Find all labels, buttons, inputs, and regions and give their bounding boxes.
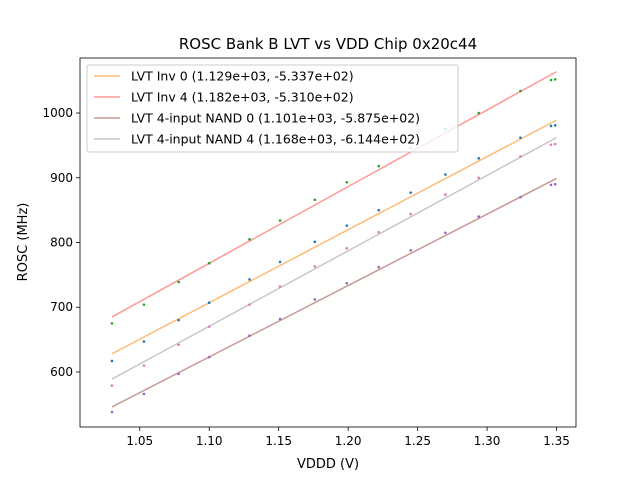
data-point-2-5: [278, 285, 282, 288]
data-point-1-13: [549, 78, 553, 82]
y-axis-label: ROSC (MHz): [16, 203, 31, 282]
data-point-3-7: [345, 281, 349, 285]
data-point-1-7: [345, 180, 349, 184]
legend-box: [86, 64, 459, 153]
data-point-0-0: [110, 359, 114, 363]
data-point-1-3: [207, 261, 211, 265]
data-point-1-14: [553, 78, 557, 81]
data-point-2-6: [313, 265, 317, 268]
x-tick-label-1: 1.10: [196, 434, 223, 448]
data-point-0-7: [345, 224, 349, 227]
data-point-2-7: [345, 247, 349, 250]
data-point-0-4: [248, 278, 251, 281]
fit-line-0: [111, 119, 557, 355]
data-point-2-13: [549, 143, 553, 147]
fit-line-2: [111, 177, 557, 408]
data-point-3-13: [549, 183, 553, 187]
data-point-2-12: [519, 155, 522, 158]
data-point-2-1: [142, 364, 146, 367]
data-point-1-4: [248, 237, 251, 241]
data-point-1-1: [142, 303, 146, 306]
data-point-0-14: [553, 124, 557, 127]
data-point-3-14: [553, 182, 557, 186]
data-point-3-3: [207, 355, 211, 359]
y-tick-label-2: 800: [50, 236, 73, 250]
y-axis: 600 700 800 900 1000: [42, 106, 80, 379]
legend-entry-0: LVT Inv 0 (1.129e+03, -5.337e+02): [131, 69, 354, 84]
data-point-2-11: [477, 176, 481, 180]
data-point-2-9: [409, 212, 412, 216]
data-point-0-1: [142, 340, 146, 343]
x-tick-label-5: 1.30: [474, 434, 501, 448]
data-point-0-6: [313, 240, 317, 244]
data-point-1-12: [519, 89, 522, 93]
data-point-0-11: [477, 157, 481, 160]
data-points: [110, 78, 557, 414]
y-tick-label-0: 600: [50, 365, 73, 379]
data-point-0-8: [377, 208, 381, 212]
x-tick-label-0: 1.05: [126, 434, 153, 448]
data-point-3-6: [313, 298, 317, 301]
data-point-2-2: [177, 343, 180, 347]
data-point-3-10: [444, 231, 447, 235]
y-tick-label-1: 700: [50, 300, 73, 314]
data-point-3-8: [377, 265, 381, 269]
data-point-0-5: [278, 260, 282, 264]
data-point-2-0: [110, 384, 114, 387]
data-point-1-8: [377, 164, 381, 168]
data-point-2-8: [377, 230, 381, 234]
data-point-3-5: [278, 317, 282, 321]
x-axis: 1.05 1.10 1.15 1.20 1.25 1.30 1.35: [126, 427, 570, 448]
data-point-3-2: [177, 372, 180, 376]
data-point-2-4: [248, 303, 251, 306]
data-point-0-9: [409, 191, 412, 194]
y-tick-label-3: 900: [50, 171, 73, 185]
data-point-1-5: [278, 219, 282, 222]
data-point-0-3: [207, 301, 211, 305]
data-point-1-11: [477, 111, 481, 115]
data-point-3-4: [248, 334, 251, 338]
data-point-1-6: [313, 198, 317, 202]
x-tick-label-4: 1.25: [404, 434, 431, 448]
data-point-3-0: [110, 410, 114, 414]
data-point-2-3: [207, 325, 211, 328]
data-point-3-1: [142, 392, 146, 396]
chart-title: ROSC Bank B LVT vs VDD Chip 0x20c44: [179, 35, 477, 53]
x-axis-label: VDDD (V): [297, 457, 359, 472]
data-point-1-0: [110, 322, 114, 325]
data-point-2-14: [553, 142, 557, 146]
data-point-0-10: [444, 173, 447, 176]
data-point-3-12: [519, 195, 522, 199]
data-point-3-9: [409, 248, 412, 252]
x-tick-label-2: 1.15: [265, 434, 292, 448]
legend: LVT Inv 0 (1.129e+03, -5.337e+02) LVT Inv…: [86, 64, 459, 153]
data-point-0-2: [177, 318, 180, 322]
fit-line-3: [111, 136, 557, 380]
legend-entry-3: LVT 4-input NAND 4 (1.168e+03, -6.144e+0…: [131, 132, 420, 147]
x-tick-label-6: 1.35: [543, 434, 570, 448]
fit-lines: [111, 70, 557, 408]
data-point-0-13: [549, 124, 553, 128]
legend-entry-2: LVT 4-input NAND 0 (1.101e+03, -5.875e+0…: [131, 111, 420, 126]
data-point-2-10: [444, 193, 447, 196]
legend-entry-1: LVT Inv 4 (1.182e+03, -5.310e+02): [131, 90, 354, 105]
data-point-1-2: [177, 280, 180, 284]
fit-line-1: [111, 70, 557, 318]
data-point-3-11: [477, 215, 481, 218]
y-tick-label-4: 1000: [42, 106, 73, 120]
data-point-0-12: [519, 136, 522, 139]
x-tick-label-3: 1.20: [335, 434, 362, 448]
